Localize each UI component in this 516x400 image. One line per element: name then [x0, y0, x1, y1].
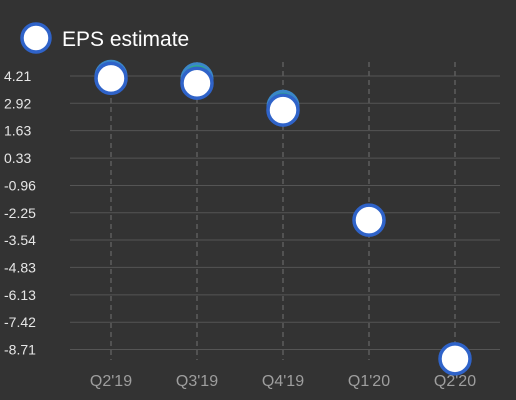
legend-label: EPS estimate	[62, 28, 189, 51]
eps-estimate-point[interactable]	[352, 203, 386, 237]
x-category-label: Q1'20	[348, 373, 390, 390]
x-axis-category-labels: Q2'19 Q3'19 Q4'19 Q1'20 Q2'20	[90, 373, 476, 390]
y-tick-label: -8.71	[4, 342, 36, 358]
legend[interactable]: EPS estimate	[20, 22, 189, 54]
y-tick-label: -4.83	[4, 259, 36, 275]
y-tick-label: -7.42	[4, 314, 36, 330]
eps-estimate-markers	[94, 61, 472, 376]
eps-estimate-point[interactable]	[266, 93, 300, 127]
y-tick-label: 2.92	[4, 95, 31, 111]
y-tick-label: 0.33	[4, 150, 31, 166]
y-tick-label: -3.54	[4, 232, 36, 248]
y-tick-label: -2.25	[4, 205, 36, 221]
y-tick-label: -0.96	[4, 177, 36, 193]
horizontal-gridlines	[70, 75, 500, 350]
y-tick-label: -6.13	[4, 287, 36, 303]
eps-estimate-point[interactable]	[438, 342, 472, 376]
eps-estimate-point[interactable]	[94, 61, 128, 96]
x-category-label: Q2'20	[434, 373, 476, 390]
eps-estimate-point[interactable]	[180, 66, 214, 100]
y-axis-tick-labels: 4.21 2.92 1.63 0.33 -0.96 -2.25 -3.54 -4.83 -6.1…	[4, 68, 36, 358]
x-category-label: Q3'19	[176, 373, 218, 390]
x-category-label: Q2'19	[90, 373, 132, 390]
y-tick-label: 4.21	[4, 68, 31, 84]
legend-marker-icon	[20, 22, 52, 54]
x-category-label: Q4'19	[262, 373, 304, 390]
y-tick-label: 1.63	[4, 123, 31, 139]
